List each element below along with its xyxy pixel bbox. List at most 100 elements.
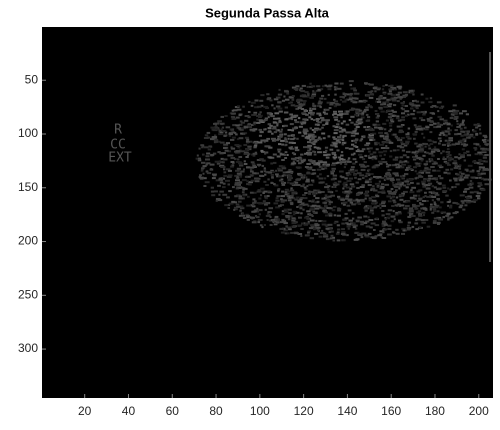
- image-pixel: [290, 138, 295, 141]
- image-pixel: [414, 207, 419, 210]
- image-pixel: [269, 124, 273, 127]
- image-pixel: [314, 212, 318, 214]
- image-pixel: [381, 183, 385, 186]
- image-pixel: [426, 184, 431, 187]
- image-pixel: [395, 232, 400, 235]
- image-pixel: [274, 184, 279, 187]
- image-pixel: [423, 178, 427, 181]
- image-pixel: [314, 151, 317, 153]
- image-pixel: [390, 220, 395, 223]
- image-pixel: [311, 129, 316, 131]
- image-pixel: [342, 201, 348, 204]
- image-pixel: [333, 116, 339, 119]
- image-pixel: [279, 152, 283, 155]
- image-pixel: [292, 116, 297, 118]
- image-pixel: [332, 182, 337, 185]
- image-pixel: [483, 168, 486, 171]
- image-pixel: [394, 213, 399, 216]
- image-pixel: [400, 107, 403, 110]
- image-pixel: [252, 128, 258, 131]
- image-pixel: [472, 129, 475, 132]
- image-pixel: [375, 195, 380, 198]
- image-pixel: [386, 171, 391, 174]
- image-pixel: [285, 140, 289, 143]
- image-pixel: [307, 230, 311, 233]
- image-pixel: [230, 146, 233, 149]
- image-pixel: [247, 154, 250, 157]
- image-pixel: [475, 133, 479, 136]
- x-tick-label: 180: [425, 404, 445, 418]
- image-pixel: [277, 188, 281, 191]
- image-pixel: [307, 220, 310, 223]
- image-pixel: [210, 186, 214, 189]
- image-pixel: [332, 174, 338, 177]
- image-pixel: [403, 200, 408, 203]
- image-pixel: [291, 129, 295, 132]
- image-pixel: [354, 113, 358, 116]
- image-pixel: [291, 95, 295, 97]
- image-pixel: [311, 160, 314, 163]
- image-pixel: [437, 150, 441, 152]
- image-pixel: [356, 199, 362, 202]
- image-pixel: [205, 155, 210, 158]
- image-pixel: [213, 190, 218, 193]
- image-pixel: [367, 184, 372, 186]
- image-pixel: [306, 234, 310, 237]
- image-pixel: [422, 207, 428, 210]
- image-pixel: [333, 222, 337, 225]
- image-pixel: [456, 202, 460, 205]
- image-pixel: [400, 118, 406, 121]
- image-pixel: [258, 114, 263, 117]
- image-pixel: [332, 236, 336, 239]
- image-pixel: [408, 210, 414, 213]
- image-pixel: [338, 141, 342, 144]
- image-pixel: [312, 102, 315, 105]
- image-pixel: [316, 200, 320, 203]
- image-pixel: [350, 166, 355, 169]
- image-pixel: [233, 109, 238, 112]
- image-pixel: [428, 160, 432, 163]
- image-pixel: [415, 219, 418, 222]
- image-pixel: [427, 182, 433, 185]
- image-pixel: [284, 90, 289, 93]
- image-pixel: [264, 195, 269, 198]
- image-pixel: [341, 197, 345, 200]
- image-pixel: [387, 233, 392, 236]
- image-pixel: [308, 112, 313, 114]
- image-pixel: [456, 132, 462, 135]
- image-pixel: [477, 124, 480, 127]
- image-pixel: [432, 221, 437, 224]
- image-pixel: [339, 162, 343, 165]
- image-pixel: [230, 161, 235, 163]
- image-pixel: [242, 213, 245, 216]
- image-pixel: [260, 139, 265, 142]
- image-pixel: [315, 89, 321, 92]
- image-pixel: [416, 200, 419, 202]
- image-pixel: [315, 219, 318, 222]
- image-pixel: [307, 146, 312, 149]
- image-pixel: [291, 86, 297, 89]
- image-pixel: [267, 211, 270, 214]
- image-pixel: [391, 93, 397, 96]
- image-pixel: [439, 118, 445, 121]
- image-pixel: [383, 223, 388, 226]
- image-pixel: [299, 87, 303, 90]
- image-pixel: [234, 182, 239, 185]
- image-pixel: [222, 182, 226, 185]
- image-pixel: [298, 131, 302, 134]
- image-pixel: [442, 156, 445, 159]
- image-pixel: [379, 135, 385, 138]
- image-pixel: [417, 127, 423, 130]
- image-pixel: [322, 210, 326, 212]
- image-pixel: [456, 120, 459, 123]
- image-pixel: [347, 158, 350, 161]
- image-pixel: [410, 107, 414, 110]
- image-pixel: [318, 100, 321, 103]
- image-pixel: [277, 93, 283, 96]
- image-pixel: [359, 139, 363, 142]
- image-pixel: [345, 183, 348, 186]
- image-pixel: [364, 144, 370, 147]
- image-pixel: [218, 178, 222, 181]
- image-pixel: [348, 177, 353, 180]
- image-pixel: [363, 108, 369, 111]
